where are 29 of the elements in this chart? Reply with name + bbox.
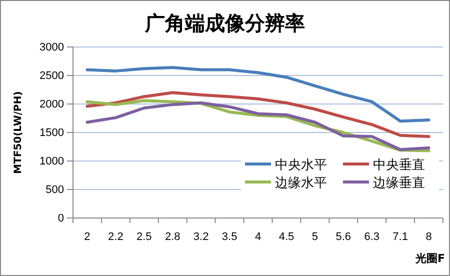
y-tick-label: 2000 [40,98,64,111]
x-tick-label: 5.6 [336,230,352,243]
x-tick-label: 7.1 [392,230,408,243]
y-tick-label: 1000 [40,156,64,168]
x-axis-title: 光圈F [414,252,445,265]
x-tick-label: 8 [426,230,432,243]
y-tick-label: 2500 [40,70,64,82]
y-tick-label: 1500 [40,127,64,140]
x-tick-label: 4.5 [278,230,294,243]
y-tick-label: 3000 [40,42,64,54]
line-series [86,91,430,138]
legend-label: 中央水平 [275,158,327,173]
x-tick-label: 5 [312,230,318,243]
y-tick-label: 0 [58,212,64,225]
x-tick-label: 6.3 [364,230,380,243]
x-tick-label: 4 [254,230,262,243]
legend-label: 中央垂直 [373,158,425,173]
x-tick-label: 2 [84,230,90,243]
legend-label: 边缘水平 [275,176,327,191]
x-tick-label: 2.2 [108,230,124,243]
x-tick-label: 3.5 [222,230,238,243]
y-tick-label: 500 [46,184,64,196]
x-tick-label: 2.8 [164,230,180,243]
line-series [86,66,430,123]
y-axis-title: MTF50(LW/PH) [13,91,24,174]
legend-label: 边缘垂直 [373,176,425,191]
x-tick-label: 3.2 [193,230,209,243]
chart-title: 广角端成像分辨率 [144,11,305,35]
x-tick-label: 2.5 [136,230,152,243]
